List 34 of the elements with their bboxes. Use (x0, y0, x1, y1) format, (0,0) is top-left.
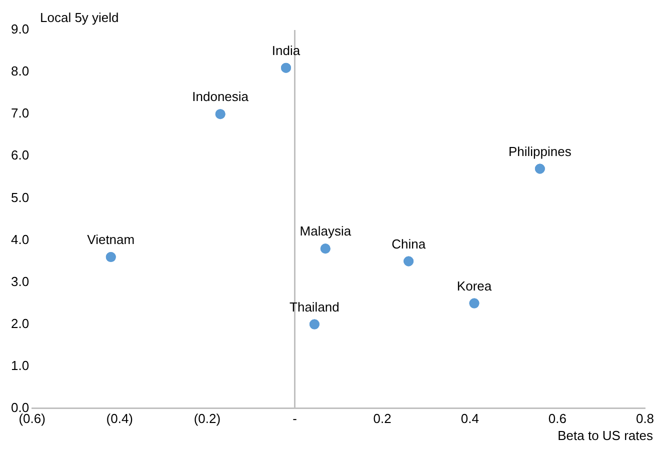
point (281, 62, 291, 73)
annotation: Philippines (508, 144, 572, 159)
point (404, 256, 414, 266)
x-tick-label: 0.2 (373, 410, 392, 426)
annotation: Korea (456, 278, 492, 294)
annotation: India (272, 42, 301, 58)
point (320, 244, 330, 254)
point (215, 109, 226, 120)
y-tick-label: 6.0 (10, 148, 30, 163)
x-tick-label: 0.8 (636, 410, 654, 426)
annotation: China (392, 236, 426, 252)
x-tick-label: (0.2) (194, 410, 221, 426)
y-tick-label: 5.0 (10, 190, 30, 205)
point (309, 319, 320, 330)
y-axis-title: Local 5y yield (40, 10, 119, 25)
x-tick-label: (0.4) (106, 410, 133, 426)
x-tick-label: - (292, 410, 297, 426)
y-tick-label: 8.0 (10, 64, 30, 79)
annotation: Vietnam (87, 232, 135, 248)
y-tick-label: 3.0 (10, 274, 30, 289)
point (469, 298, 480, 308)
y-tick-label: 9.0 (10, 22, 30, 37)
y-tick-label: 2.0 (10, 316, 30, 331)
x-tick-label: 0.6 (548, 410, 566, 426)
annotation: Indonesia (192, 89, 250, 104)
y-tick-label: 7.0 (10, 106, 30, 121)
annotation: Thailand (290, 299, 340, 314)
annotation: Malaysia (300, 224, 352, 239)
y-tick-label: 4.0 (10, 232, 30, 247)
point (106, 252, 116, 262)
point (534, 164, 545, 174)
x-axis-title: Beta to US rates (558, 428, 653, 443)
x-tick-label: 0.4 (460, 410, 479, 426)
y-tick-label: 1.0 (10, 358, 30, 373)
